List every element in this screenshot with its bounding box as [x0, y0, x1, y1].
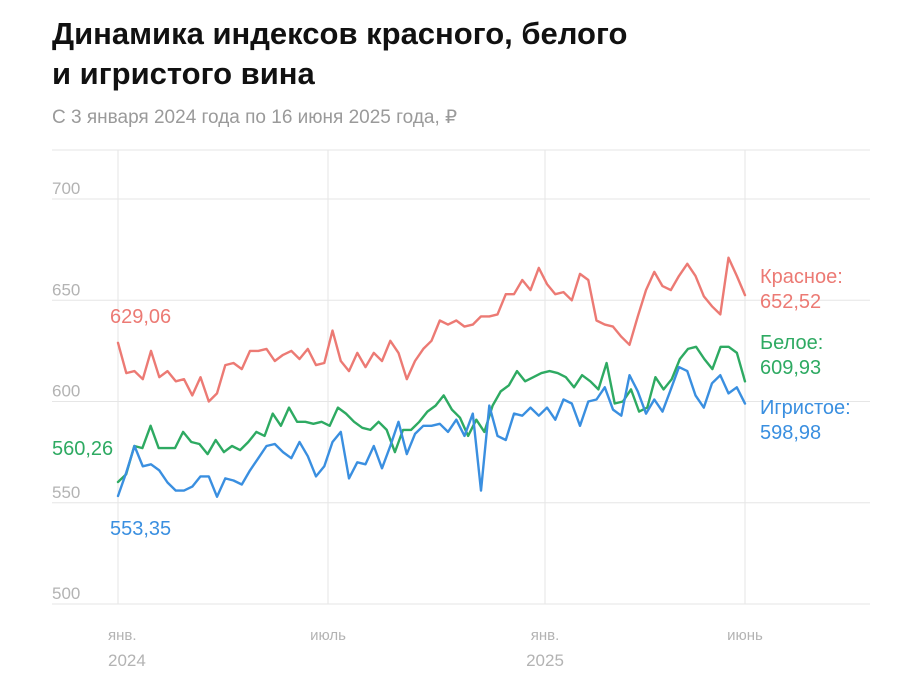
chart-subtitle: С 3 января 2024 года по 16 июня 2025 год… [52, 107, 458, 128]
y-tick-label: 650 [52, 280, 80, 299]
x-tick-label: июнь [727, 627, 763, 644]
chart-title: Динамика индексов красного, белого и игр… [52, 14, 852, 94]
series-name-label-white: Белое: [760, 332, 823, 354]
start-value-label-white: 560,26 [52, 438, 113, 460]
chart-title-line-2: и игристого вина [52, 56, 315, 91]
y-tick-label: 550 [52, 483, 80, 502]
series-line-white [116, 345, 747, 484]
y-tick-label: 500 [52, 584, 80, 603]
series-name-label-red: Красное: [760, 266, 843, 288]
x-tick-label: янв. [108, 627, 137, 644]
x-tick-year-label: 2024 [108, 651, 146, 670]
end-value-label-white: 609,93 [760, 357, 821, 379]
x-tick-year-label: 2025 [526, 651, 564, 670]
end-value-label-red: 652,52 [760, 291, 821, 313]
y-tick-label: 700 [52, 179, 80, 198]
series-name-label-sparkling: Игристое: [760, 397, 851, 419]
start-value-label-red: 629,06 [110, 306, 171, 328]
end-value-label-sparkling: 598,98 [760, 422, 821, 444]
series-line-red [116, 256, 747, 403]
x-tick-label: янв. [531, 627, 560, 644]
y-tick-label: 600 [52, 382, 80, 401]
x-tick-label: июль [310, 627, 346, 644]
series-line-sparkling [116, 365, 747, 498]
chart-title-line-1: Динамика индексов красного, белого [52, 16, 628, 51]
start-value-label-sparkling: 553,35 [110, 518, 171, 540]
